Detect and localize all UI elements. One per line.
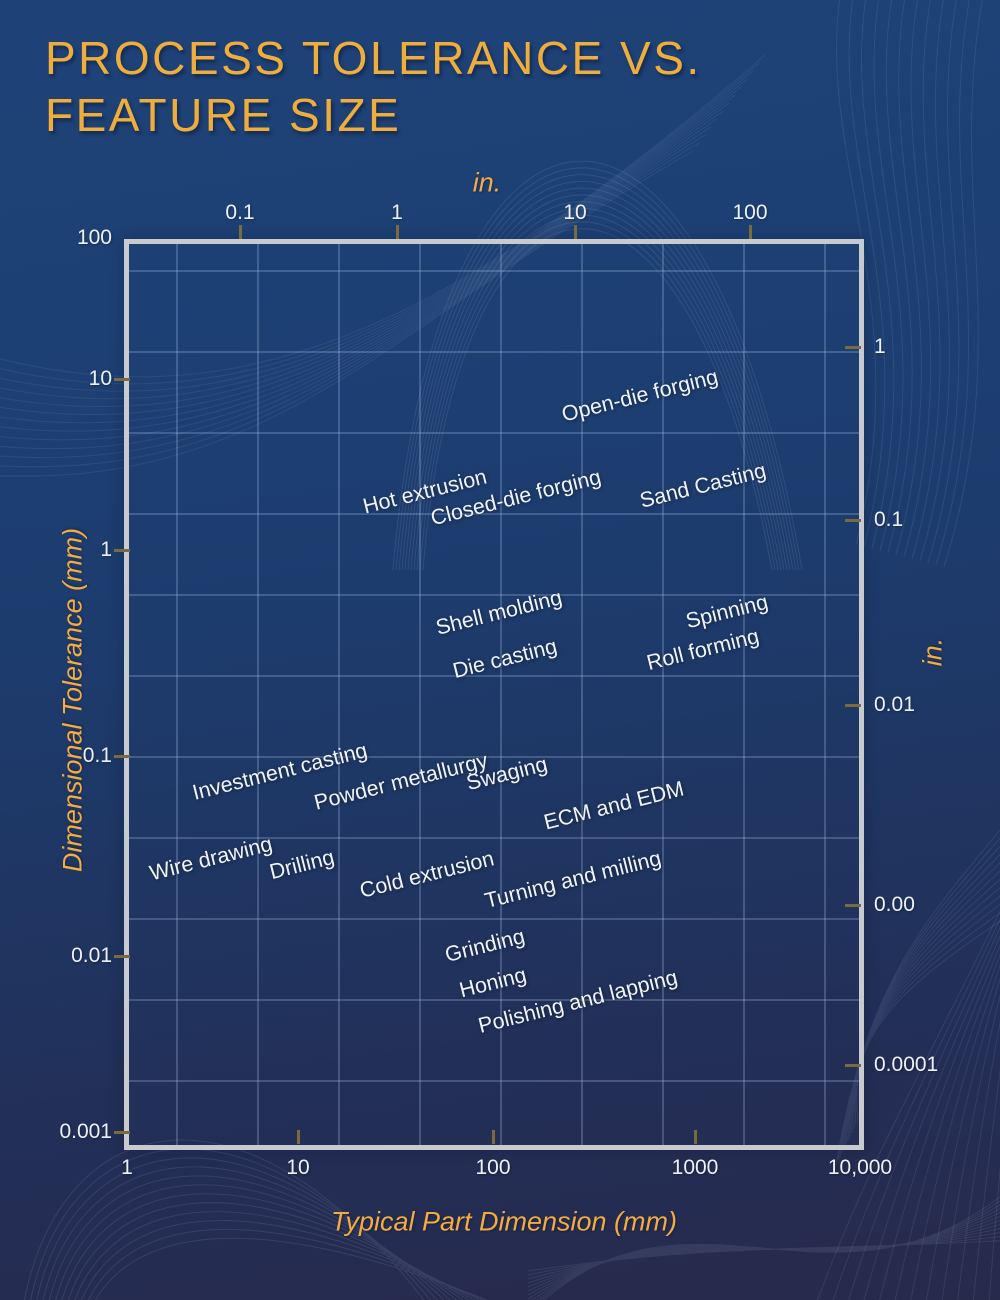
right-axis-tick-label: 0.00 (874, 893, 915, 916)
left-axis-tick-label: 0.001 (59, 1120, 112, 1143)
bottom-axis-tick (693, 1130, 697, 1144)
right-axis-tick-label: 1 (874, 335, 886, 358)
left-axis-tick (114, 548, 130, 552)
top-axis-tick (573, 225, 577, 239)
top-axis-tick-label: 0.1 (225, 201, 255, 224)
right-axis-tick (845, 1063, 861, 1067)
bottom-axis-tick-label: 10 (286, 1156, 310, 1179)
process-label: Grinding (442, 924, 528, 967)
process-label: Roll forming (644, 623, 762, 676)
bottom-axis-title: Typical Part Dimension (mm) (330, 1206, 678, 1237)
bottom-axis-tick (296, 1130, 300, 1144)
left-axis-tick (114, 754, 130, 758)
right-axis-tick (845, 518, 861, 522)
process-label: Wire drawing (147, 831, 275, 886)
plot-area (124, 239, 864, 1150)
right-axis-tick-label: 0.0001 (874, 1053, 939, 1076)
process-label: ECM and EDM (541, 776, 687, 835)
process-label: Cold extrusion (357, 846, 497, 903)
bottom-axis-tick (491, 1130, 495, 1144)
left-axis-tick-label: 1 (100, 538, 112, 561)
left-axis-tick-label: 0.1 (82, 744, 112, 767)
bottom-axis-tick-label: 100 (475, 1156, 511, 1179)
process-label: Die casting (450, 634, 560, 684)
right-axis-title: in. (917, 637, 948, 667)
left-axis-title: Dimensional Tolerance (mm) (57, 527, 88, 873)
left-axis-tick (114, 954, 130, 958)
page-title-line1: PROCESS TOLERANCE VS. (45, 32, 702, 84)
process-label: Drilling (267, 844, 337, 885)
process-label: Open-die forging (559, 364, 721, 427)
right-axis-tick (845, 345, 861, 349)
bottom-axis-tick-label: 10,000 (827, 1156, 893, 1179)
bottom-axis-tick-label: 1000 (671, 1156, 719, 1179)
left-axis-tick-label: 100 (76, 226, 112, 249)
right-axis-tick-label: 0.01 (874, 693, 915, 716)
bottom-axis-tick-label: 1 (121, 1156, 133, 1179)
top-axis-tick-label: 10 (563, 201, 587, 224)
right-axis-tick-label: 0.1 (874, 508, 904, 531)
left-axis-tick-label: 10 (88, 367, 112, 390)
right-axis-tick (845, 903, 861, 907)
left-axis-tick-label: 0.01 (71, 944, 112, 967)
page-title: PROCESS TOLERANCE VS. FEATURE SIZE (45, 30, 702, 144)
top-axis-tick (395, 225, 399, 239)
left-axis-tick (114, 377, 130, 381)
process-label: Spinning (683, 589, 771, 634)
top-axis-tick-label: 100 (732, 201, 768, 224)
process-label: Turning and milling (482, 845, 664, 914)
process-label: Honing (456, 962, 529, 1003)
top-axis-tick (748, 225, 752, 239)
page-title-line2: FEATURE SIZE (45, 89, 402, 141)
process-label: Sand Casting (637, 458, 769, 513)
top-axis-tick-label: 1 (391, 201, 403, 224)
top-axis-title: in. (472, 167, 502, 198)
top-axis-tick (238, 225, 242, 239)
left-axis-tick (114, 1130, 130, 1134)
right-axis-tick (845, 703, 861, 707)
process-label: Shell molding (433, 585, 565, 640)
